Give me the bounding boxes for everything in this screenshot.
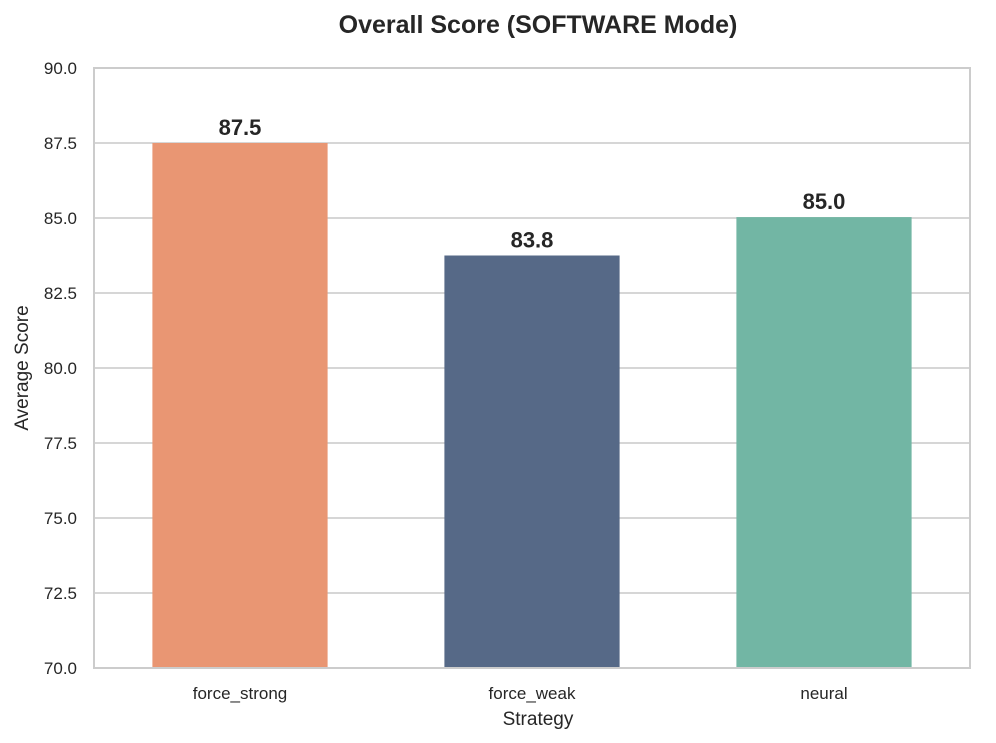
x-tick-label: neural — [800, 684, 847, 703]
x-tick-label: force_weak — [489, 684, 576, 703]
y-tick-label: 77.5 — [44, 434, 77, 453]
y-tick-labels: 70.0 72.5 75.0 77.5 80.0 82.5 85.0 87.5 90.0 — [44, 59, 77, 678]
data-labels: 87.5 83.8 85.0 — [219, 115, 846, 253]
bars — [152, 143, 912, 668]
x-axis-label: Strategy — [503, 709, 574, 730]
y-tick-label: 85.0 — [44, 209, 77, 228]
y-tick-label: 82.5 — [44, 284, 77, 303]
y-tick-label: 70.0 — [44, 659, 77, 678]
y-tick-label: 75.0 — [44, 509, 77, 528]
data-label-neural: 85.0 — [803, 189, 846, 214]
y-tick-label: 80.0 — [44, 359, 77, 378]
y-axis-label: Average Score — [12, 305, 33, 430]
data-label-force-weak: 83.8 — [511, 228, 554, 253]
y-tick-label: 87.5 — [44, 134, 77, 153]
x-tick-labels: force_strong force_weak neural — [193, 684, 848, 703]
plot-frame — [93, 67, 971, 669]
x-tick-label: force_strong — [193, 684, 288, 703]
bar-force-strong — [152, 143, 328, 668]
data-label-force-strong: 87.5 — [219, 115, 262, 140]
y-tick-label: 90.0 — [44, 59, 77, 78]
bar-neural — [736, 217, 912, 668]
y-tick-label: 72.5 — [44, 584, 77, 603]
chart-title: Overall Score (SOFTWARE Mode) — [339, 11, 738, 39]
bar-force-weak — [444, 255, 620, 668]
